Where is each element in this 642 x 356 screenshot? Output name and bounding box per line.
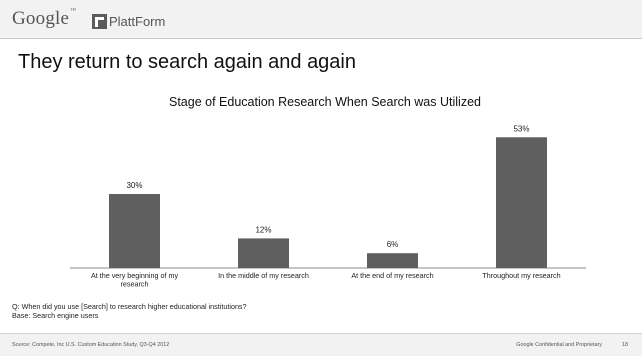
data-label: 53%	[513, 124, 529, 133]
data-label: 6%	[387, 240, 399, 249]
slide-title: They return to search again and again	[18, 51, 356, 73]
bar	[496, 137, 547, 268]
header-bar: Google™ PlattForm	[0, 0, 642, 39]
chart-title: Stage of Education Research When Search …	[169, 95, 481, 109]
category-tick-label: In the middle of my research	[218, 271, 309, 280]
platform-logo-icon	[92, 13, 107, 29]
category-tick-label: At the end of my research	[351, 271, 433, 280]
category-tick-label: At the very beginning of my research	[91, 271, 179, 289]
confidential-note: Google Confidential and Proprietary	[516, 342, 602, 348]
category-tick-label: Throughout my research	[482, 271, 560, 280]
bar	[109, 194, 160, 268]
page-number: 18	[622, 342, 628, 348]
trademark-mark: ™	[70, 8, 77, 14]
platform-logo-text: PlattForm	[109, 13, 166, 29]
bar	[367, 253, 418, 268]
google-logo: Google™	[12, 8, 77, 29]
source-note: Source: Compete, Inc U.S. Custom Educati…	[12, 342, 170, 348]
data-label: 12%	[255, 225, 271, 234]
survey-base: Base: Search engine users	[12, 310, 99, 320]
footer-bar: Source: Compete, Inc U.S. Custom Educati…	[0, 333, 642, 356]
platform-logo: PlattForm	[92, 12, 165, 30]
survey-notes: Q: When did you use [Search] to research…	[12, 302, 247, 320]
bar	[238, 238, 289, 268]
data-label: 30%	[126, 181, 142, 190]
survey-question: Q: When did you use [Search] to research…	[12, 302, 247, 311]
